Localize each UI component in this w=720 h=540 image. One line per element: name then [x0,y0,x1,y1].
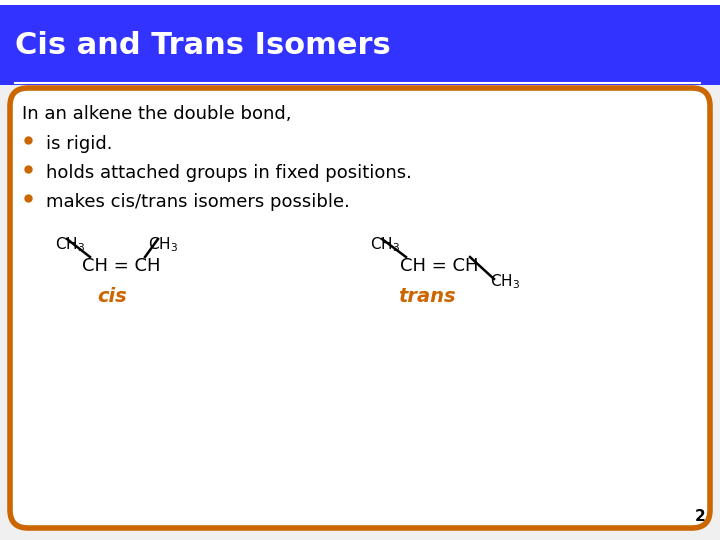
Text: In an alkene the double bond,: In an alkene the double bond, [22,105,292,123]
Text: CH = CH: CH = CH [82,257,161,275]
Text: 2: 2 [694,509,705,524]
Bar [0,5,720,85]
Text: holds attached groups in fixed positions.: holds attached groups in fixed positions… [46,164,412,182]
FancyBboxPatch shape [10,88,710,528]
Text: trans: trans [398,287,456,306]
Bar [0,0,720,10]
Text: CH$_3$: CH$_3$ [370,235,400,254]
Text: is rigid.: is rigid. [46,135,112,153]
Text: CH$_3$: CH$_3$ [55,235,85,254]
Text: Cis and Trans Isomers: Cis and Trans Isomers [15,30,391,59]
Text: makes cis/trans isomers possible.: makes cis/trans isomers possible. [46,193,350,211]
Text: cis: cis [97,287,127,306]
Text: CH$_3$: CH$_3$ [490,272,520,291]
Text: CH = CH: CH = CH [400,257,479,275]
Text: CH$_3$: CH$_3$ [148,235,178,254]
